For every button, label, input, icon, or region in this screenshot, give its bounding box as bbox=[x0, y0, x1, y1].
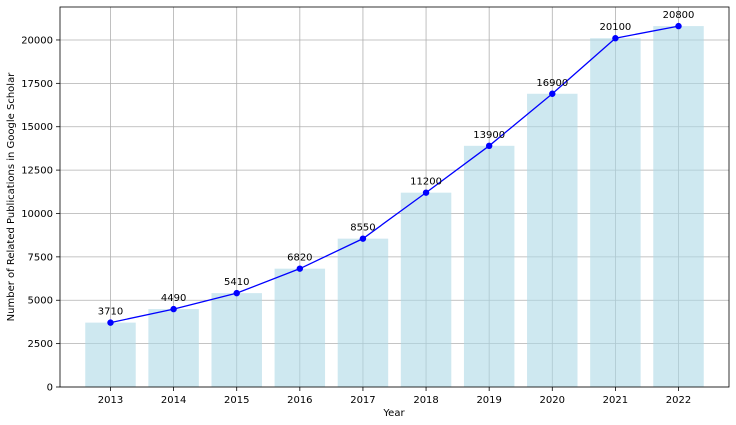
data-label-2017: 8550 bbox=[350, 223, 375, 234]
y-tick-label: 5000 bbox=[28, 296, 53, 307]
data-label-layer: 3710 4490 5410 6820 8550 11200 13900 16900 20100… bbox=[98, 10, 695, 318]
x-tick-label: 2018 bbox=[413, 395, 438, 406]
data-label-2018: 11200 bbox=[410, 177, 442, 188]
bar-2014 bbox=[148, 309, 199, 387]
bar-2018 bbox=[400, 192, 452, 387]
bar-2019 bbox=[463, 145, 515, 387]
x-tick-label: 2017 bbox=[350, 395, 375, 406]
x-tick-label: 2020 bbox=[540, 395, 565, 406]
y-tick-label: 12500 bbox=[21, 166, 53, 177]
data-label-2021: 20100 bbox=[599, 22, 631, 33]
bar-2015 bbox=[211, 293, 262, 387]
line-point-2022 bbox=[675, 22, 682, 30]
data-label-2015: 5410 bbox=[224, 277, 249, 288]
bar-2016 bbox=[274, 268, 326, 387]
x-tick-label: 2022 bbox=[666, 395, 691, 406]
x-tick-label: 2014 bbox=[161, 395, 186, 406]
bar-2020 bbox=[527, 93, 578, 387]
line-point-2019 bbox=[485, 142, 493, 150]
bar-2022 bbox=[653, 26, 704, 387]
data-label-2020: 16900 bbox=[536, 78, 568, 89]
bar-2017 bbox=[337, 238, 389, 387]
x-axis-label: Year bbox=[382, 408, 405, 419]
axis-layer: 0 2500 5000 7500 10000 12500 15000 17500 20000 20… bbox=[21, 6, 730, 406]
y-axis-label: Number of Related Publications in Google… bbox=[6, 72, 17, 322]
x-tick-label: 2019 bbox=[476, 395, 501, 406]
line-point-2013 bbox=[107, 319, 114, 326]
x-tick-label: 2015 bbox=[224, 395, 249, 406]
data-label-2016: 6820 bbox=[287, 253, 312, 264]
line-point-2017 bbox=[359, 235, 367, 242]
line-point-2016 bbox=[296, 265, 304, 272]
y-tick-label: 10000 bbox=[21, 209, 53, 220]
y-tick-label: 17500 bbox=[21, 79, 53, 90]
line-point-2015 bbox=[233, 289, 240, 297]
line-point-2021 bbox=[612, 35, 619, 42]
x-tick-label: 2013 bbox=[98, 395, 123, 406]
y-tick-label: 7500 bbox=[28, 252, 53, 263]
line-point-2014 bbox=[170, 305, 177, 313]
bar-2021 bbox=[590, 38, 641, 387]
line-point-2020 bbox=[549, 90, 556, 97]
y-tick-label: 15000 bbox=[21, 122, 53, 133]
x-tick-label: 2021 bbox=[603, 395, 628, 406]
plot-frame bbox=[59, 6, 730, 388]
bar-layer bbox=[85, 26, 704, 387]
y-tick-label: 0 bbox=[47, 383, 53, 394]
data-label-2013: 3710 bbox=[98, 307, 123, 318]
line-layer bbox=[107, 22, 682, 326]
line-point-2018 bbox=[422, 189, 430, 196]
data-label-2022: 20800 bbox=[663, 10, 695, 21]
trend-line bbox=[110, 25, 679, 324]
y-tick-label: 2500 bbox=[28, 339, 53, 350]
data-label-2014: 4490 bbox=[161, 293, 186, 304]
data-label-2019: 13900 bbox=[473, 130, 505, 141]
x-tick-label: 2016 bbox=[287, 395, 312, 406]
bar-2013 bbox=[85, 322, 136, 387]
y-tick-label: 20000 bbox=[21, 35, 53, 46]
